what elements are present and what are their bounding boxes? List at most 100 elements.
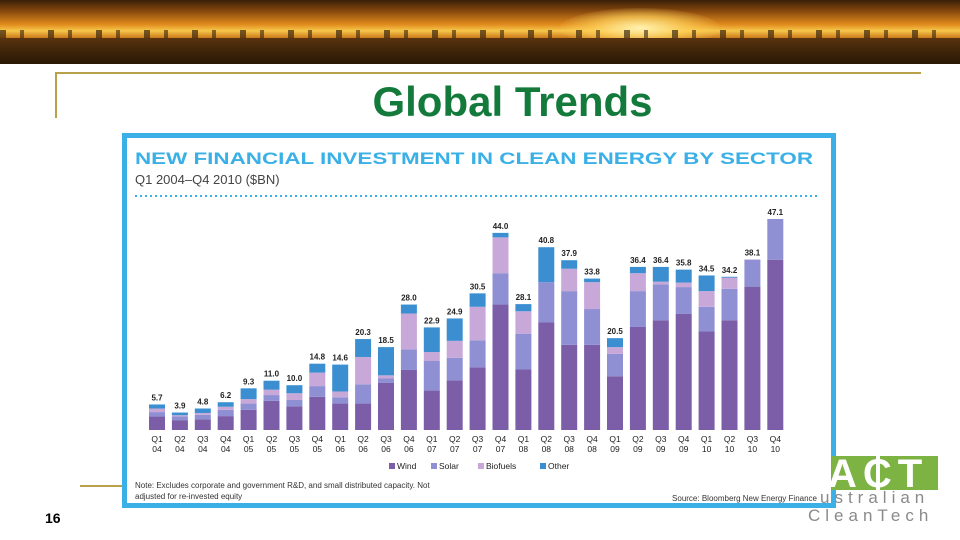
x-tick-year: 07: [473, 444, 483, 454]
x-tick-quarter: Q3: [472, 434, 484, 444]
bar-segment-other: [652, 266, 669, 282]
bar-total-label: 4.8: [197, 397, 209, 406]
x-tick-year: 07: [427, 444, 437, 454]
bar-total-label: 33.8: [584, 268, 600, 277]
bar-segment-other: [149, 404, 165, 409]
bar-total-label: 35.8: [676, 259, 692, 268]
x-tick-quarter: Q2: [724, 434, 736, 444]
bar-segment-other: [698, 275, 715, 292]
bar-segment-biofuels: [332, 391, 349, 398]
bar-segment-other: [561, 260, 578, 269]
bar-segment-wind: [675, 313, 692, 430]
bar-segment-wind: [286, 406, 303, 430]
x-tick-year: 09: [633, 444, 643, 454]
bar-segment-solar: [538, 282, 555, 323]
bar-segment-solar: [217, 409, 234, 417]
bar-total-label: 5.7: [151, 393, 163, 402]
bar-segment-wind: [515, 369, 532, 430]
x-tick-year: 09: [610, 444, 620, 454]
bar-segment-solar: [194, 414, 211, 420]
bar-segment-wind: [332, 403, 349, 430]
x-tick-year: 08: [519, 444, 529, 454]
bar-segment-other: [629, 266, 646, 274]
bar-segment-other: [584, 278, 601, 283]
bar-total-label: 18.5: [378, 336, 394, 345]
bar-segment-other: [515, 304, 532, 312]
x-tick-quarter: Q4: [770, 434, 782, 444]
bar-segment-solar: [171, 416, 188, 421]
slide-number: 16: [45, 510, 61, 526]
bar-segment-other: [400, 304, 417, 314]
bar-segment-wind: [423, 390, 440, 430]
x-tick-quarter: Q1: [426, 434, 438, 444]
x-tick-year: 04: [175, 444, 185, 454]
logo-line-2: CleanTech: [808, 506, 934, 525]
bar-segment-biofuels: [240, 399, 257, 404]
bar-segment-solar: [492, 273, 509, 305]
stacked-bar-chart: NEW FINANCIAL INVESTMENT IN CLEAN ENERGY…: [135, 150, 818, 503]
bar-total-label: 9.3: [243, 377, 255, 386]
bar-total-label: 40.8: [539, 236, 555, 245]
bar-segment-solar: [698, 306, 715, 332]
bar-segment-other: [332, 364, 349, 392]
x-tick-quarter: Q3: [197, 434, 209, 444]
x-tick-year: 04: [221, 444, 231, 454]
bar-segment-other: [263, 380, 280, 390]
bar-segment-biofuels: [492, 237, 509, 274]
x-tick-year: 06: [358, 444, 368, 454]
bar-segment-biofuels: [607, 347, 623, 354]
x-tick-year: 04: [198, 444, 208, 454]
bar-segment-biofuels: [400, 313, 417, 350]
x-tick-quarter: Q3: [380, 434, 392, 444]
bar-total-label: 14.6: [332, 354, 348, 363]
bar-total-label: 20.5: [607, 327, 623, 336]
bar-segment-solar: [721, 288, 738, 321]
legend-label-biofuels: Biofuels: [486, 461, 516, 471]
bar-total-label: 28.0: [401, 294, 417, 303]
bar-segment-wind: [767, 259, 784, 430]
bar-segment-solar: [378, 378, 394, 383]
bar-total-label: 3.9: [174, 402, 186, 411]
bar-segment-other: [194, 408, 211, 413]
bar-segment-wind: [240, 409, 257, 430]
x-tick-year: 10: [702, 444, 712, 454]
bar-segment-biofuels: [378, 375, 394, 379]
top-rule: [55, 72, 921, 74]
x-tick-year: 08: [564, 444, 574, 454]
bar-segment-wind: [629, 326, 646, 430]
bar-segment-solar: [744, 259, 761, 287]
bar-total-label: 24.9: [447, 307, 463, 316]
x-tick-quarter: Q4: [403, 434, 415, 444]
x-tick-quarter: Q3: [747, 434, 759, 444]
bar-segment-biofuels: [652, 281, 669, 285]
bar-segment-solar: [355, 384, 372, 404]
bar-segment-biofuels: [629, 273, 646, 292]
bar-total-label: 14.8: [310, 353, 326, 362]
chart-source: Source: Bloomberg New Energy Finance: [672, 494, 818, 503]
x-tick-quarter: Q1: [518, 434, 530, 444]
bar-segment-biofuels: [149, 408, 165, 413]
x-tick-year: 09: [656, 444, 666, 454]
bar-total-label: 34.5: [699, 264, 715, 273]
bar-segment-wind: [149, 416, 165, 430]
bar-segment-other: [355, 339, 372, 357]
x-tick-year: 05: [244, 444, 254, 454]
bar-total-label: 28.1: [516, 293, 532, 302]
bar-segment-solar: [561, 291, 578, 345]
x-tick-year: 08: [542, 444, 552, 454]
bar-segment-solar: [607, 353, 623, 377]
x-tick-year: 06: [335, 444, 345, 454]
bar-segment-wind: [446, 380, 463, 430]
bar-total-label: 30.5: [470, 282, 486, 291]
bar-segment-biofuels: [675, 282, 692, 288]
bar-total-label: 20.3: [355, 328, 371, 337]
bar-segment-wind: [652, 320, 669, 430]
bar-segment-biofuels: [171, 415, 188, 417]
x-tick-quarter: Q4: [678, 434, 690, 444]
bar-segment-other: [607, 338, 623, 348]
bar-segment-other: [286, 385, 303, 394]
x-tick-year: 09: [679, 444, 689, 454]
bar-total-label: 37.9: [561, 249, 577, 258]
bar-total-label: 34.2: [722, 266, 738, 275]
bar-segment-wind: [355, 403, 372, 430]
